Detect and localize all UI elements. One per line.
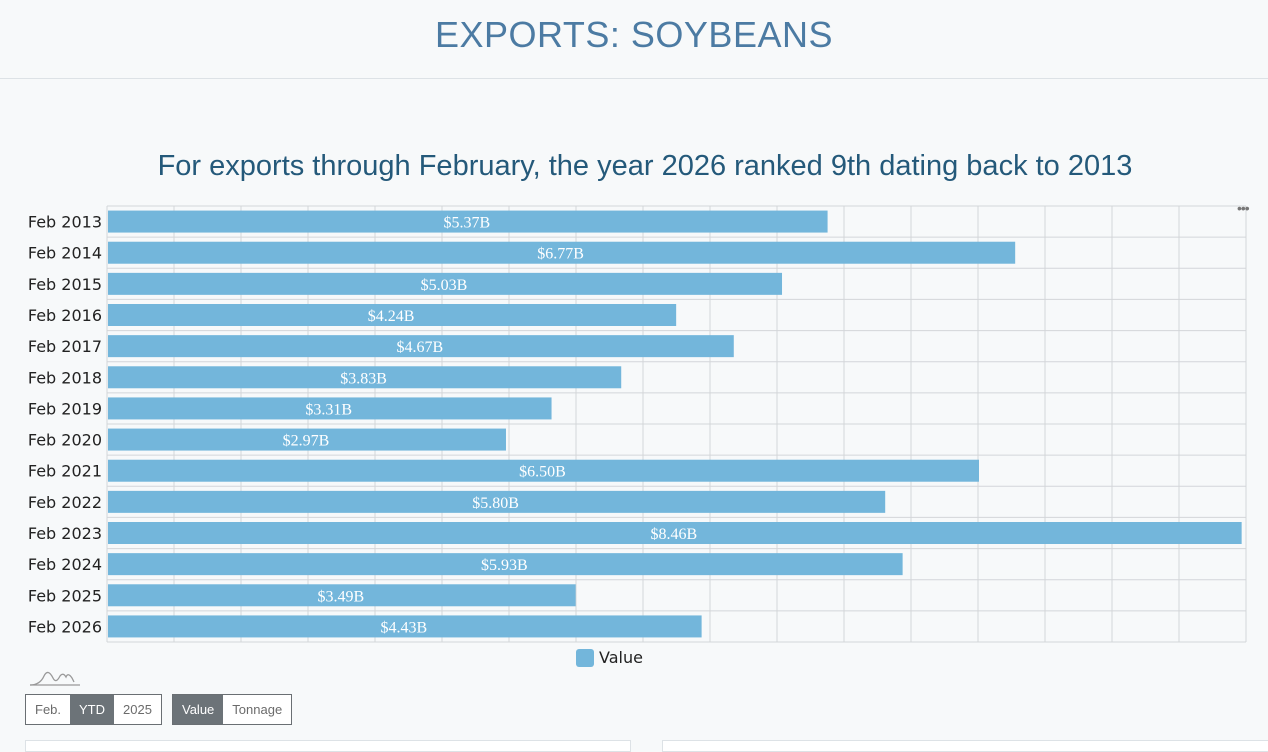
category-label: Feb 2020	[28, 431, 102, 450]
bar	[108, 428, 506, 451]
data-label: $5.80B	[472, 495, 519, 512]
bottom-panel-left	[25, 740, 631, 752]
bar	[108, 366, 622, 389]
data-label: $3.83B	[340, 370, 387, 387]
legend-swatch	[576, 648, 594, 667]
category-label: Feb 2026	[28, 617, 102, 636]
ellipsis-icon[interactable]: •••	[1237, 200, 1250, 216]
logo-icon	[29, 671, 80, 686]
year-2025-button[interactable]: 2025	[123, 702, 152, 717]
data-label: $4.24B	[368, 308, 415, 325]
data-label: $5.93B	[481, 557, 528, 574]
bar	[108, 459, 979, 482]
bottom-panel-right	[662, 740, 1268, 752]
chart-title: For exports through February, the year 2…	[157, 150, 1133, 182]
bar	[108, 584, 576, 607]
category-label: Feb 2017	[28, 337, 102, 356]
category-label: Feb 2023	[28, 524, 102, 543]
category-label: Feb 2022	[28, 493, 102, 512]
ytd-button[interactable]: YTD	[70, 695, 115, 724]
data-label: $5.37B	[443, 215, 490, 232]
bar	[108, 490, 886, 513]
data-label: $3.49B	[317, 588, 364, 605]
feb-button[interactable]: Feb.	[35, 702, 62, 717]
category-label: Feb 2019	[28, 399, 102, 418]
period-toggle: Feb. YTD 2025	[25, 694, 162, 725]
category-label: Feb 2024	[28, 555, 102, 574]
data-label: $6.77B	[537, 246, 584, 263]
category-label: Feb 2013	[28, 213, 102, 232]
page-header: EXPORTS: SOYBEANS	[0, 0, 1268, 79]
value-button[interactable]: Value	[173, 695, 224, 724]
legend-label: Value	[599, 648, 643, 667]
bar	[108, 615, 702, 638]
category-label: Feb 2014	[28, 244, 102, 263]
bar	[108, 210, 828, 233]
data-label: $2.97B	[283, 433, 330, 450]
measure-toggle: Value Tonnage	[172, 694, 293, 725]
category-label: Feb 2018	[28, 368, 102, 387]
category-label: Feb 2015	[28, 275, 102, 294]
page-title: EXPORTS: SOYBEANS	[435, 14, 833, 55]
legend-item[interactable]: Value	[576, 648, 643, 667]
data-label: $3.31B	[305, 401, 352, 418]
bar	[108, 272, 783, 295]
data-label: $8.46B	[650, 526, 697, 543]
category-label: Feb 2016	[28, 306, 102, 325]
bar	[108, 241, 1016, 264]
bar	[108, 553, 903, 576]
category-label: Feb 2021	[28, 462, 102, 481]
category-label: Feb 2025	[28, 586, 102, 605]
bar	[108, 304, 677, 326]
data-label: $4.67B	[397, 339, 444, 356]
bar	[108, 397, 552, 420]
bar	[108, 335, 734, 358]
data-label: $4.43B	[380, 619, 427, 636]
bar	[108, 522, 1242, 544]
tonnage-button[interactable]: Tonnage	[232, 702, 283, 717]
data-label: $5.03B	[421, 277, 468, 294]
data-label: $6.50B	[519, 464, 566, 481]
